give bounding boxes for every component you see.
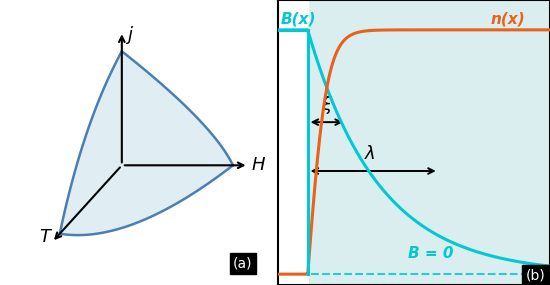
Text: j: j: [127, 26, 132, 44]
Text: (b): (b): [525, 268, 545, 282]
Text: (a): (a): [233, 257, 252, 271]
Text: B = 0: B = 0: [409, 246, 454, 261]
Bar: [278, 0, 307, 285]
Polygon shape: [60, 51, 233, 235]
Text: λ: λ: [365, 145, 376, 163]
Text: B(x): B(x): [280, 11, 316, 27]
Text: ξ: ξ: [321, 96, 331, 114]
Text: T: T: [39, 228, 50, 246]
Text: H: H: [251, 156, 265, 174]
Text: n(x): n(x): [490, 11, 525, 27]
